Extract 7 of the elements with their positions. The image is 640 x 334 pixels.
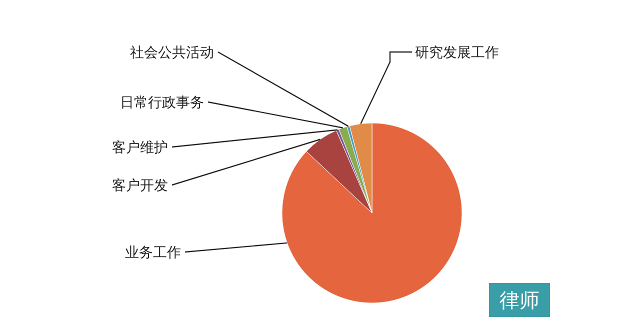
- title: 律师: [489, 283, 550, 317]
- slice-label: 客户维护: [112, 140, 168, 156]
- slice-label: 研究发展工作: [415, 45, 499, 61]
- slice-label: 业务工作: [125, 245, 181, 261]
- slice-label: 客户开发: [112, 178, 168, 194]
- slice-label: 社会公共活动: [130, 45, 214, 61]
- slice-label: 日常行政事务: [120, 95, 204, 111]
